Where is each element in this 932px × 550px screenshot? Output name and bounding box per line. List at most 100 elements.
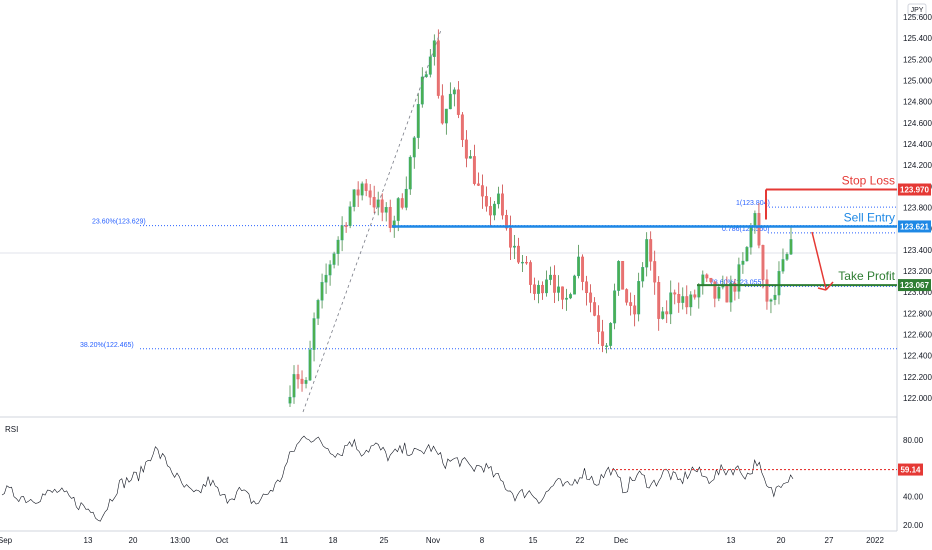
candle-body bbox=[625, 289, 629, 303]
candle-body bbox=[785, 254, 789, 260]
fib-level-label: 1(123.804) bbox=[736, 200, 770, 207]
candle-body bbox=[288, 396, 292, 404]
candle-body bbox=[577, 256, 581, 277]
candle-body bbox=[585, 281, 589, 294]
rsi-tick-label: 80.00 bbox=[903, 436, 924, 445]
time-tick-label: 27 bbox=[825, 536, 834, 545]
candle-body bbox=[304, 380, 308, 384]
candle-body bbox=[673, 292, 677, 295]
rsi-line bbox=[1, 435, 794, 522]
candle-body bbox=[388, 206, 392, 228]
time-tick-label: 2022 bbox=[866, 536, 884, 545]
candle-body bbox=[573, 275, 576, 295]
candle-body bbox=[332, 253, 336, 265]
candle-body bbox=[344, 225, 348, 227]
candle-body bbox=[641, 267, 645, 282]
candle-body bbox=[665, 311, 669, 315]
candle-body bbox=[296, 374, 300, 380]
level-label: Sell Entry bbox=[844, 210, 895, 224]
candle-body bbox=[476, 183, 480, 186]
candle-body bbox=[529, 262, 532, 285]
candle-body bbox=[545, 279, 548, 294]
price-tick-label: 125.200 bbox=[903, 55, 932, 64]
candle-body bbox=[484, 196, 488, 207]
candle-body bbox=[757, 213, 761, 246]
time-tick-label: 20 bbox=[129, 536, 138, 545]
trend-lines bbox=[302, 29, 442, 413]
candle-body bbox=[533, 284, 536, 294]
candle-body bbox=[324, 274, 328, 283]
currency-label: JPY bbox=[911, 7, 924, 14]
candle-body bbox=[613, 290, 617, 324]
candle-body bbox=[601, 331, 605, 346]
rsi-tick-label: 40.00 bbox=[903, 493, 924, 502]
price-tick-label: 124.800 bbox=[903, 98, 932, 107]
rsi-value-badge bbox=[898, 463, 923, 476]
candle-body bbox=[745, 247, 749, 262]
candle-body bbox=[633, 305, 637, 315]
candle-body bbox=[681, 296, 685, 303]
candle-body bbox=[416, 104, 420, 138]
candle-body bbox=[549, 274, 552, 280]
price-tick-label: 122.400 bbox=[903, 352, 932, 361]
price-tick-label: 122.800 bbox=[903, 309, 932, 318]
rsi-tick-label: 20.00 bbox=[903, 521, 924, 530]
price-tick-label: 122.000 bbox=[903, 394, 932, 403]
candle-body bbox=[352, 189, 356, 207]
level-label: Take Profit bbox=[838, 269, 895, 283]
candle-body bbox=[709, 277, 713, 282]
candle-body bbox=[517, 245, 520, 263]
time-tick-label: 11 bbox=[280, 536, 289, 545]
candle-body bbox=[380, 199, 384, 213]
candle-body bbox=[689, 294, 693, 308]
candle-body bbox=[781, 259, 785, 272]
candle-body bbox=[645, 239, 649, 268]
candle-body bbox=[693, 294, 697, 298]
candle-body bbox=[629, 302, 633, 306]
level-price-badge bbox=[898, 220, 931, 233]
time-tick-label: Nov bbox=[426, 536, 440, 545]
candle-body bbox=[444, 108, 448, 124]
time-tick-label: 13 bbox=[84, 536, 93, 545]
candle-body bbox=[312, 318, 316, 350]
time-tick-label: 18 bbox=[329, 536, 338, 545]
candle-body bbox=[384, 206, 388, 213]
candle-body bbox=[392, 220, 396, 228]
candle-body bbox=[565, 297, 568, 300]
candle-body bbox=[525, 261, 528, 264]
candle-body bbox=[488, 206, 492, 216]
projection-arrow bbox=[811, 231, 834, 291]
candle-body bbox=[661, 311, 665, 319]
candle-body bbox=[308, 349, 312, 381]
candle-body bbox=[452, 89, 456, 95]
candle-body bbox=[669, 292, 673, 315]
candle-body bbox=[404, 188, 408, 208]
candlestick-series bbox=[288, 29, 793, 407]
candle-body bbox=[509, 227, 512, 248]
candle-body bbox=[364, 183, 368, 191]
price-tick-label: 124.200 bbox=[903, 161, 932, 170]
rsi-series bbox=[1, 435, 794, 522]
candle-body bbox=[376, 199, 380, 208]
candle-body bbox=[316, 300, 320, 319]
time-tick-label: Sep bbox=[0, 536, 13, 545]
fib-level-label: 23.60%(123.629) bbox=[92, 219, 146, 226]
candle-body bbox=[609, 322, 613, 346]
candle-body bbox=[557, 286, 560, 293]
price-tick-label: 123.800 bbox=[903, 204, 932, 213]
candle-body bbox=[472, 156, 476, 184]
candle-body bbox=[717, 286, 721, 299]
candle-body bbox=[464, 139, 468, 159]
price-tick-label: 123.200 bbox=[903, 267, 932, 276]
candle-body bbox=[733, 282, 737, 292]
time-tick-label: 13 bbox=[727, 536, 736, 545]
candle-body bbox=[412, 137, 416, 158]
time-tick-label: Dec bbox=[614, 536, 628, 545]
candle-body bbox=[553, 274, 556, 293]
candle-body bbox=[356, 189, 360, 196]
level-price-badge bbox=[898, 279, 931, 292]
candle-body bbox=[769, 299, 773, 302]
candle-body bbox=[400, 198, 404, 208]
